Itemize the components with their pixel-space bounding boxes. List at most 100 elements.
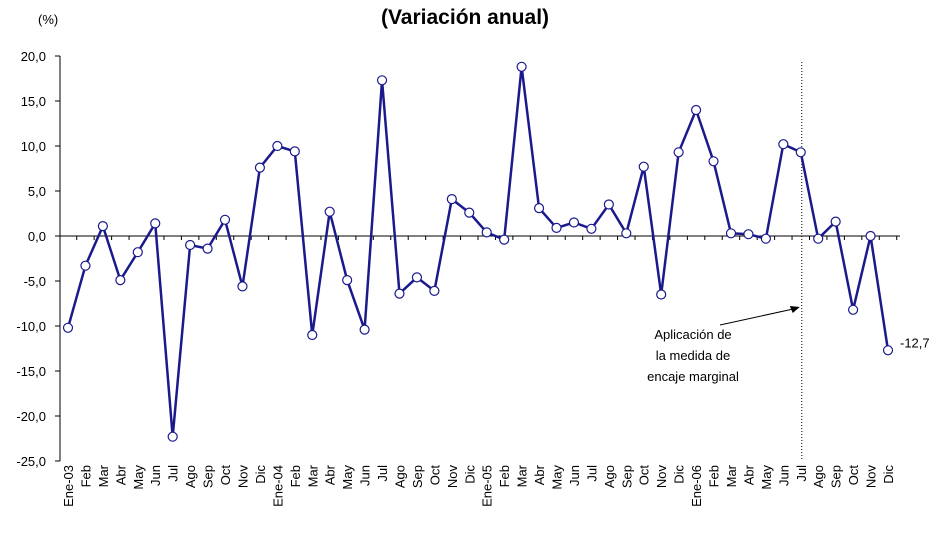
- x-tick-label: Mar: [724, 464, 739, 487]
- y-tick-label: -20,0: [16, 409, 46, 424]
- x-tick-label: Oct: [218, 465, 233, 486]
- x-tick-label: Dic: [881, 465, 896, 484]
- x-tick-label: Feb: [78, 465, 93, 487]
- point: [272, 140, 283, 152]
- point: [865, 230, 876, 242]
- y-tick-label: 10,0: [21, 139, 46, 154]
- point: [359, 324, 370, 335]
- point: [185, 239, 196, 251]
- point: [708, 156, 719, 167]
- point: [830, 216, 841, 227]
- x-tick-label: Dic: [253, 465, 268, 484]
- point: [342, 275, 353, 286]
- x-tick-label: Ene-04: [270, 465, 285, 507]
- point: [499, 234, 510, 245]
- point: [848, 304, 859, 315]
- point: [97, 221, 108, 232]
- point: [656, 289, 667, 300]
- point: [237, 281, 248, 292]
- x-tick-label: Mar: [305, 464, 320, 487]
- point: [132, 247, 143, 258]
- x-tick-label: Dic: [672, 465, 687, 484]
- point: [760, 233, 771, 244]
- x-tick-label: Oct: [427, 465, 442, 486]
- point: [202, 243, 213, 254]
- x-tick-label: Nov: [235, 465, 250, 489]
- series-line: [66, 66, 890, 437]
- y-tick-label: 5,0: [28, 184, 46, 199]
- point: [446, 194, 457, 205]
- x-tick-label: Feb: [707, 465, 722, 487]
- annotation: la medida de: [656, 348, 730, 363]
- point: [289, 146, 300, 157]
- y-tick-label: 0,0: [28, 229, 46, 244]
- x-tick-label: Oct: [846, 465, 861, 486]
- point: [411, 272, 423, 283]
- point: [307, 329, 318, 341]
- x-tick-label: Feb: [497, 465, 512, 487]
- y-tick-label: -25,0: [16, 454, 46, 469]
- y-tick-label: 20,0: [21, 49, 46, 64]
- annotation-arrowhead: [789, 306, 800, 313]
- x-tick-label: May: [759, 465, 774, 490]
- point: [429, 285, 440, 296]
- x-tick-label: Ene-05: [480, 465, 495, 507]
- point: [516, 61, 527, 72]
- x-tick-label: Ago: [811, 465, 826, 488]
- annotation: Aplicación de: [654, 327, 731, 342]
- point: [481, 227, 492, 238]
- point: [219, 214, 231, 225]
- y-tick-label: -5,0: [24, 274, 46, 289]
- x-tick-label: Abr: [113, 464, 128, 485]
- x-tick-label: Nov: [864, 465, 879, 489]
- x-tick-label: Sep: [410, 465, 425, 488]
- x-tick-label: Feb: [288, 465, 303, 487]
- point: [795, 147, 806, 158]
- point: [690, 104, 702, 116]
- point: [167, 431, 178, 442]
- x-tick-label: Mar: [515, 464, 530, 487]
- point: [725, 228, 737, 239]
- x-tick-label: Abr: [323, 464, 338, 485]
- x-tick-label: Jun: [358, 465, 373, 486]
- point: [603, 199, 614, 210]
- point: [80, 260, 91, 271]
- point: [638, 161, 649, 172]
- x-tick-label: Sep: [201, 465, 216, 488]
- x-tick-label: Ago: [392, 465, 407, 488]
- x-tick-label: May: [131, 465, 146, 490]
- x-tick-label: May: [340, 465, 355, 490]
- point: [551, 222, 562, 233]
- x-tick-label: Mar: [96, 464, 111, 487]
- x-tick-label: Dic: [462, 465, 477, 484]
- x-tick-label: Sep: [619, 465, 634, 488]
- value-label: -12,7: [900, 335, 930, 350]
- x-tick-label: Jul: [166, 465, 181, 482]
- point: [376, 75, 388, 86]
- point: [568, 217, 580, 228]
- point: [62, 322, 74, 333]
- point: [778, 139, 789, 150]
- x-tick-label: Ago: [602, 465, 617, 488]
- x-tick-label: Jul: [375, 465, 390, 482]
- point: [150, 218, 161, 229]
- point: [254, 162, 266, 173]
- point: [882, 345, 894, 356]
- point: [324, 206, 335, 217]
- y-tick-label: -10,0: [16, 319, 46, 334]
- x-tick-label: Nov: [445, 465, 460, 489]
- x-tick-label: Ene-06: [689, 465, 704, 507]
- x-tick-label: Jun: [148, 465, 163, 486]
- x-tick-label: Jun: [567, 465, 582, 486]
- point: [394, 288, 405, 299]
- x-tick-label: Nov: [654, 465, 669, 489]
- x-tick-label: Ago: [183, 465, 198, 488]
- x-tick-label: Ene-03: [61, 465, 76, 507]
- x-tick-label: May: [550, 465, 565, 490]
- x-tick-label: Jul: [794, 465, 809, 482]
- point: [464, 207, 475, 218]
- y-tick-label: -15,0: [16, 364, 46, 379]
- y-unit: (%): [38, 12, 58, 27]
- point: [621, 228, 632, 239]
